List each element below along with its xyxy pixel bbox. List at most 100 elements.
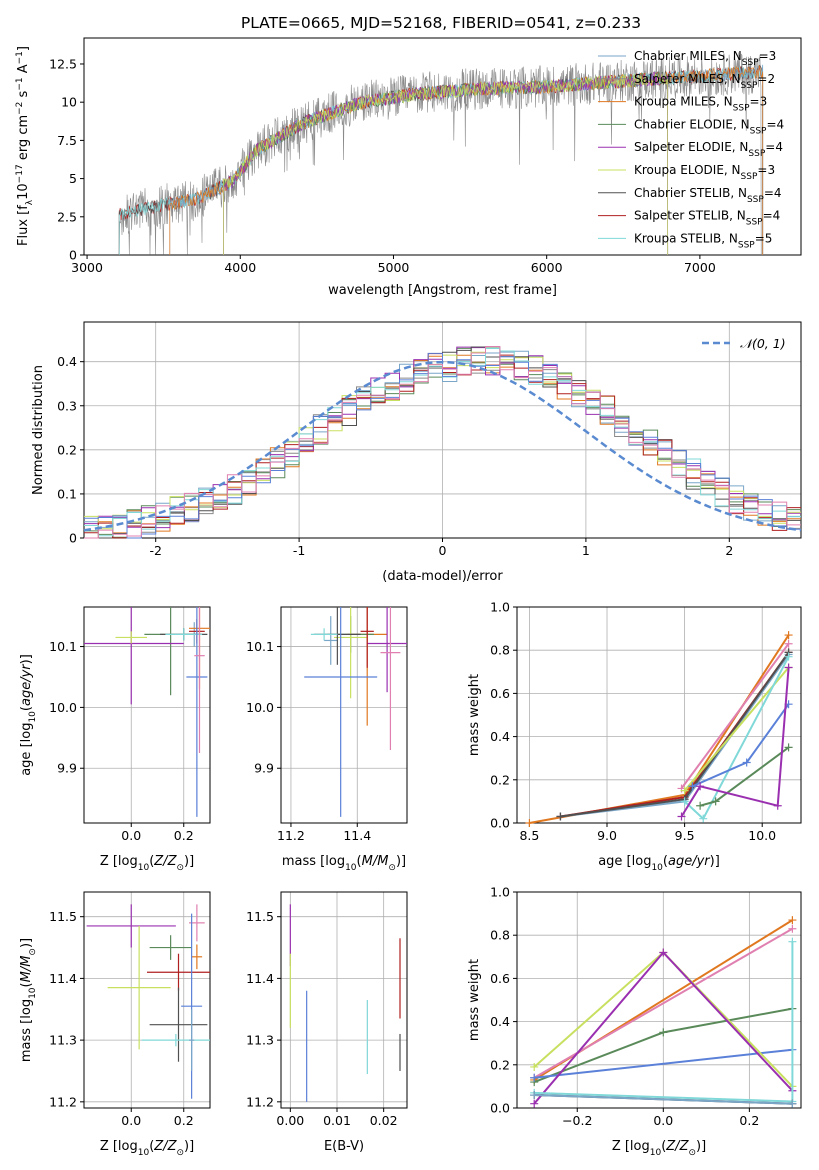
legend-label: Salpeter ELODIE, NSSP=4 [634, 140, 783, 159]
x-tick-label: 8.5 [519, 828, 539, 843]
y-axis-label: Normed distribution [31, 365, 46, 495]
weight-line [691, 703, 790, 788]
y-axis-label: mass [log10(M/M⊙)] [19, 938, 38, 1062]
x-tick-label: -1 [293, 543, 305, 558]
y-tick-label: 0.6 [490, 971, 510, 986]
y-tick-label: 0.6 [490, 686, 510, 701]
weight-marker [688, 782, 697, 791]
y-tick-label: 0.0 [490, 1101, 510, 1116]
legend-label: Chabrier ELODIE, NSSP=4 [634, 117, 784, 136]
spectrum-line [223, 72, 669, 256]
weight-marker [711, 797, 720, 806]
x-tick-label: 0.0 [121, 1113, 141, 1128]
x-tick-label: 0.2 [174, 828, 194, 843]
weight-marker [680, 797, 689, 806]
weight-line [680, 643, 790, 789]
legend: Chabrier MILES, NSSP=3 Salpeter MILES, NS… [598, 49, 784, 250]
x-tick-label: 7000 [684, 260, 716, 275]
axes-frame [83, 891, 211, 1109]
y-tick-label: 0.4 [57, 354, 77, 369]
weight-line [680, 667, 790, 818]
axes-frame [516, 891, 802, 1109]
legend-label: Kroupa ELODIE, NSSP=3 [634, 163, 775, 182]
weight-marker [696, 782, 705, 791]
y-axis-label: age [log10(age/yr)] [19, 654, 38, 776]
axes-frame [83, 37, 802, 256]
axes-frame [280, 891, 408, 1109]
weight-marker [525, 819, 534, 827]
y-tick-label: 11.3 [246, 1033, 274, 1048]
x-tick-label: 10.0 [748, 828, 776, 843]
y-tick-label: 10.0 [246, 700, 274, 715]
y-tick-label: 0.2 [490, 772, 510, 787]
weight-line [560, 651, 790, 818]
legend-label: Salpeter STELIB, NSSP=4 [634, 209, 780, 228]
y-tick-label: 1.0 [490, 885, 510, 900]
weight-line [560, 653, 790, 818]
y-axis-label: mass weight [467, 674, 482, 756]
x-tick-label: -2 [149, 543, 161, 558]
y-tick-label: 10.1 [246, 639, 274, 654]
x-tick-label: 0.0 [121, 828, 141, 843]
weight-marker [699, 814, 708, 823]
y-tick-label: 11.5 [246, 909, 274, 924]
x-tick-label: 2 [725, 543, 733, 558]
y-tick-label: 0.8 [490, 643, 510, 658]
y-tick-label: 1.0 [490, 600, 510, 615]
y-tick-label: 0.2 [57, 442, 77, 457]
legend-label: Kroupa MILES, NSSP=3 [634, 95, 767, 114]
y-tick-label: 11.2 [49, 1094, 77, 1109]
y-tick-label: 0.1 [57, 486, 77, 501]
x-tick-label: 0.00 [276, 1113, 304, 1128]
x-axis-label: Z [log10(Z/Z⊙)] [100, 1139, 194, 1158]
charts-layer: 3000 4000 5000 6000 700002.557.51012.5wavele… [15, 37, 802, 1158]
axes-frame [280, 606, 408, 824]
legend-label: Chabrier STELIB, NSSP=4 [634, 186, 782, 205]
weight-marker [784, 743, 793, 752]
x-tick-label: 6000 [531, 260, 563, 275]
y-tick-label: 2.5 [57, 209, 77, 224]
x-axis-label: E(B-V) [324, 1139, 364, 1154]
y-tick-label: 5 [69, 171, 77, 186]
y-axis-label: Flux [fλ10−17 erg cm−2 s−1 A−1] [15, 46, 35, 246]
x-tick-label: 9.0 [597, 828, 617, 843]
weight-marker [784, 663, 793, 672]
y-tick-label: 0.0 [490, 816, 510, 831]
age-vs-Z-axes: 0.0 0.2 9.9 10.0 10.1 Z [log10(Z/Z⊙)] age [log… [19, 606, 211, 873]
x-tick-label: 1 [582, 543, 590, 558]
x-axis-label: mass [log10(M/M⊙)] [282, 854, 406, 873]
y-tick-label: 0.8 [490, 928, 510, 943]
weight-line [534, 1094, 793, 1105]
weight-marker [530, 1091, 539, 1100]
y-tick-label: 11.4 [246, 971, 274, 986]
weight-marker [680, 786, 689, 795]
y-tick-label: 10.0 [49, 700, 77, 715]
y-tick-label: 9.9 [57, 761, 77, 776]
legend-label: Chabrier MILES, NSSP=3 [634, 49, 776, 68]
weight-line [560, 651, 790, 818]
x-tick-label: 5000 [378, 260, 410, 275]
x-tick-label: 4000 [224, 260, 256, 275]
y-tick-label: 7.5 [57, 133, 77, 148]
y-tick-label: 0.4 [490, 729, 510, 744]
y-axis-label: mass weight [467, 959, 482, 1041]
spectrum-axes: 3000 4000 5000 6000 7000 0 2.5 5 7.5 10 12.5 wavele… [15, 37, 802, 298]
y-tick-label: 12.5 [49, 56, 77, 71]
weight-marker [788, 937, 797, 946]
legend-label: Salpeter MILES, NSSP=2 [634, 72, 775, 91]
residuals-axes: -2 -1 0 1 2 0 0.1 0.2 0.3 0.4 (data-model)/error No… [31, 321, 802, 584]
weight-marker [677, 812, 686, 821]
y-tick-label: 11.5 [49, 909, 77, 924]
x-tick-label: 3000 [71, 260, 103, 275]
age-vs-mass-axes: 11.2 11.4 9.9 10.0 10.1 mass [log10(M/M⊙)] [246, 606, 408, 873]
x-tick-label: 0.02 [370, 1113, 398, 1128]
figure-title: PLATE=0665, MJD=52168, FIBERID=0541, z=0… [241, 14, 641, 32]
x-tick-label: 0 [439, 543, 447, 558]
weight-marker [696, 801, 705, 810]
weight-marker [659, 948, 668, 957]
legend-label: Kroupa STELIB, NSSP=5 [634, 231, 772, 250]
weight-marker [556, 812, 565, 821]
legend-label: 𝒩(0, 1) [740, 336, 786, 351]
weight-marker [659, 1028, 668, 1037]
